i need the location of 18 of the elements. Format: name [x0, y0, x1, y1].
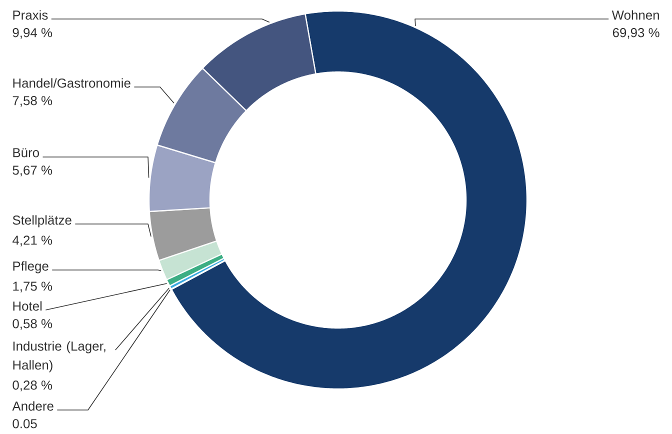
data-label: 7,58 % [12, 96, 52, 107]
slice-label: Industrie (Lager, Hallen) [13, 341, 106, 372]
data-label: 5,67 % [12, 166, 52, 176]
slice-label: Handel/Gastronomie [13, 78, 130, 88]
data-label: 4,21 % [12, 236, 52, 246]
slice-label: Pflege [13, 261, 48, 274]
slice-label: Hotel [13, 301, 42, 311]
data-label: 69,93 % [612, 28, 660, 39]
slice-label: Stellplätze [12, 215, 72, 228]
data-label: 0,58 % [12, 319, 52, 330]
slice-label: Büro [13, 148, 40, 158]
data-label: 0,28 % [12, 380, 52, 392]
data-label: 0.05 [12, 419, 37, 428]
slice-label: Praxis [13, 10, 48, 20]
data-label: 9,94 % [12, 28, 52, 39]
slice-label: Andere [12, 401, 54, 411]
slice-label: Wohnen [612, 10, 659, 20]
data-label: 1,75 % [13, 282, 52, 292]
